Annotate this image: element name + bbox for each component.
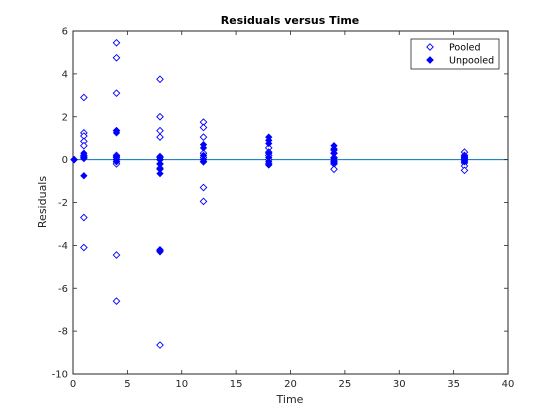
- x-tick-label: 0: [70, 379, 76, 390]
- unpooled-point: [265, 139, 273, 148]
- unpooled-point: [199, 144, 208, 152]
- y-tick-label: -6: [58, 284, 68, 295]
- x-tick-label: 25: [339, 379, 352, 390]
- y-tick-label: 4: [62, 69, 68, 80]
- unpooled-point: [112, 129, 121, 137]
- x-tick-label: 30: [393, 379, 406, 390]
- pooled-point: [112, 251, 121, 259]
- x-tick-label: 20: [284, 379, 297, 390]
- pooled-point: [80, 141, 88, 150]
- y-tick-label: -4: [58, 241, 68, 252]
- x-tick-label: 40: [502, 379, 515, 390]
- legend-marker-unpooled: [426, 56, 434, 64]
- unpooled-point: [265, 161, 273, 169]
- pooled-point: [460, 166, 469, 175]
- pooled-point: [156, 75, 164, 84]
- y-tick-label: -8: [58, 327, 68, 338]
- y-tick-label: 2: [62, 112, 68, 123]
- legend-marker-pooled: [426, 43, 434, 51]
- legend: Pooled Unpooled: [410, 38, 500, 70]
- pooled-point: [112, 89, 121, 98]
- pooled-point: [80, 93, 88, 102]
- unpooled-point: [156, 169, 164, 178]
- x-tick-label: 5: [124, 379, 130, 390]
- data-points-layer: [70, 38, 469, 349]
- unpooled-point: [156, 248, 164, 256]
- unpooled-point: [112, 158, 121, 166]
- pooled-point: [112, 38, 121, 47]
- pooled-point: [199, 133, 208, 141]
- legend-box: [410, 38, 500, 70]
- x-tick-label: 35: [447, 379, 460, 390]
- y-tick-label: 6: [62, 27, 68, 38]
- chart-title: Residuals versus Time: [221, 14, 360, 27]
- pooled-point: [199, 183, 208, 192]
- y-tick-label: -10: [52, 370, 68, 381]
- x-tick-label: 10: [175, 379, 188, 390]
- pooled-point: [80, 213, 88, 222]
- plot-area: [72, 30, 509, 375]
- pooled-point: [156, 133, 164, 141]
- pooled-point: [156, 341, 164, 349]
- unpooled-point: [330, 159, 338, 167]
- y-axis-title: Residuals: [36, 176, 49, 228]
- pooled-point: [156, 112, 164, 121]
- unpooled-point: [70, 155, 78, 164]
- unpooled-point: [80, 172, 88, 180]
- x-tick-label: 15: [230, 379, 243, 390]
- pooled-point: [112, 53, 121, 62]
- pooled-point: [80, 243, 88, 252]
- series-unpooled: [70, 127, 469, 256]
- y-tick-label: -2: [58, 198, 68, 209]
- x-axis-title: Time: [276, 393, 304, 406]
- unpooled-point: [80, 154, 88, 163]
- legend-label-unpooled: Unpooled: [449, 56, 494, 67]
- pooled-point: [112, 297, 121, 305]
- unpooled-point: [199, 158, 208, 166]
- unpooled-point: [460, 158, 469, 166]
- pooled-point: [330, 165, 338, 174]
- y-tick-label: 0: [62, 155, 68, 166]
- pooled-point: [199, 123, 208, 132]
- legend-label-pooled: Pooled: [449, 43, 481, 54]
- pooled-point: [199, 197, 208, 206]
